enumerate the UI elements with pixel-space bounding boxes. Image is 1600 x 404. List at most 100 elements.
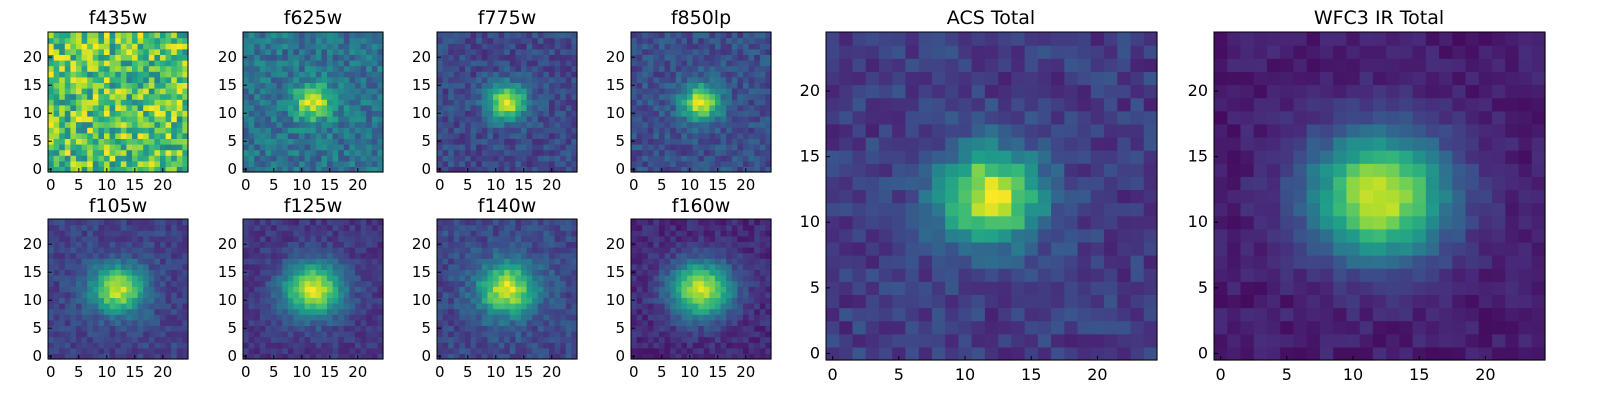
heatmap-cell	[726, 77, 732, 83]
heatmap-cell	[637, 116, 643, 122]
heatmap-cell	[754, 320, 760, 326]
heatmap-cell	[305, 309, 311, 315]
heatmap-cell	[277, 71, 283, 77]
heatmap-cell	[271, 122, 277, 128]
heatmap-cell	[316, 49, 322, 55]
heatmap-cell	[93, 144, 99, 150]
heatmap-cell	[715, 116, 721, 122]
heatmap-cell	[321, 309, 327, 315]
heatmap-cell	[732, 150, 738, 156]
heatmap-cell	[104, 105, 110, 111]
heatmap-cell	[659, 127, 665, 133]
heatmap-cell	[443, 253, 449, 259]
heatmap-cell	[532, 230, 538, 236]
heatmap-cell	[743, 309, 749, 315]
heatmap-cell	[465, 247, 471, 253]
heatmap-cell	[521, 342, 527, 348]
heatmap-cell	[87, 275, 93, 281]
heatmap-cell	[637, 337, 643, 343]
heatmap-cell	[115, 264, 121, 270]
heatmap-cell	[687, 38, 693, 44]
heatmap-cell	[282, 43, 288, 49]
heatmap-cell	[104, 60, 110, 66]
heatmap-cell	[48, 94, 54, 100]
heatmap-cell	[76, 286, 82, 292]
heatmap-cell	[443, 155, 449, 161]
heatmap-cell	[726, 320, 732, 326]
heatmap-cell	[243, 105, 249, 111]
heatmap-cell	[487, 71, 493, 77]
heatmap-cell	[305, 49, 311, 55]
heatmap-cell	[65, 219, 71, 225]
heatmap-cell	[316, 43, 322, 49]
heatmap-cell	[243, 230, 249, 236]
heatmap-cell	[321, 314, 327, 320]
heatmap-cell	[104, 337, 110, 343]
heatmap-cell	[670, 286, 676, 292]
heatmap-cell	[566, 297, 572, 303]
heatmap-cell	[344, 348, 350, 354]
heatmap-cell	[76, 258, 82, 264]
heatmap-cell	[532, 138, 538, 144]
heatmap-cell	[560, 303, 566, 309]
heatmap-cell	[132, 144, 138, 150]
heatmap-cell	[499, 230, 505, 236]
heatmap-cell	[676, 303, 682, 309]
heatmap-cell	[321, 133, 327, 139]
heatmap-cell	[555, 116, 561, 122]
heatmap-cell	[693, 71, 699, 77]
heatmap-cell	[288, 71, 294, 77]
heatmap-cell	[132, 292, 138, 298]
y-tick-label: 0	[32, 347, 42, 365]
heatmap-cell	[555, 133, 561, 139]
heatmap-cell	[126, 122, 132, 128]
heatmap-cell	[154, 71, 160, 77]
heatmap-cell	[709, 303, 715, 309]
heatmap-cell	[260, 264, 266, 270]
heatmap-cell	[277, 342, 283, 348]
heatmap-cell	[754, 38, 760, 44]
heatmap-cell	[98, 325, 104, 331]
heatmap-cell	[665, 155, 671, 161]
heatmap-cell	[676, 38, 682, 44]
heatmap-cell	[687, 54, 693, 60]
heatmap-cell	[327, 94, 333, 100]
heatmap-cell	[70, 292, 76, 298]
heatmap-cell	[361, 38, 367, 44]
heatmap-cell	[454, 303, 460, 309]
heatmap-cell	[282, 342, 288, 348]
heatmap-cell	[726, 82, 732, 88]
heatmap-cell	[249, 269, 255, 275]
heatmap-cell	[243, 88, 249, 94]
heatmap-cell	[138, 219, 144, 225]
heatmap-cell	[154, 32, 160, 38]
heatmap-cell	[648, 105, 654, 111]
heatmap-cell	[149, 110, 155, 116]
heatmap-cell	[333, 138, 339, 144]
heatmap-cell	[54, 253, 60, 259]
heatmap-cell	[527, 43, 533, 49]
heatmap-cell	[110, 32, 116, 38]
heatmap-cell	[754, 82, 760, 88]
heatmap-cell	[115, 82, 121, 88]
heatmap-cell	[143, 247, 149, 253]
heatmap-cell	[532, 161, 538, 167]
heatmap-cell	[515, 99, 521, 105]
heatmap-cell	[177, 54, 183, 60]
heatmap-cell	[265, 236, 271, 242]
heatmap-cell	[310, 71, 316, 77]
heatmap-cell	[510, 138, 516, 144]
heatmap-cell	[637, 138, 643, 144]
heatmap-cell	[98, 99, 104, 105]
heatmap-cell	[372, 122, 378, 128]
heatmap-cell	[760, 269, 766, 275]
heatmap-cell	[726, 116, 732, 122]
heatmap-cell	[166, 38, 172, 44]
heatmap-cell	[171, 247, 177, 253]
heatmap-cell	[687, 66, 693, 72]
heatmap-cell	[687, 286, 693, 292]
heatmap-cell	[338, 325, 344, 331]
heatmap-cell	[510, 155, 516, 161]
heatmap-cell	[487, 82, 493, 88]
heatmap-cell	[76, 342, 82, 348]
